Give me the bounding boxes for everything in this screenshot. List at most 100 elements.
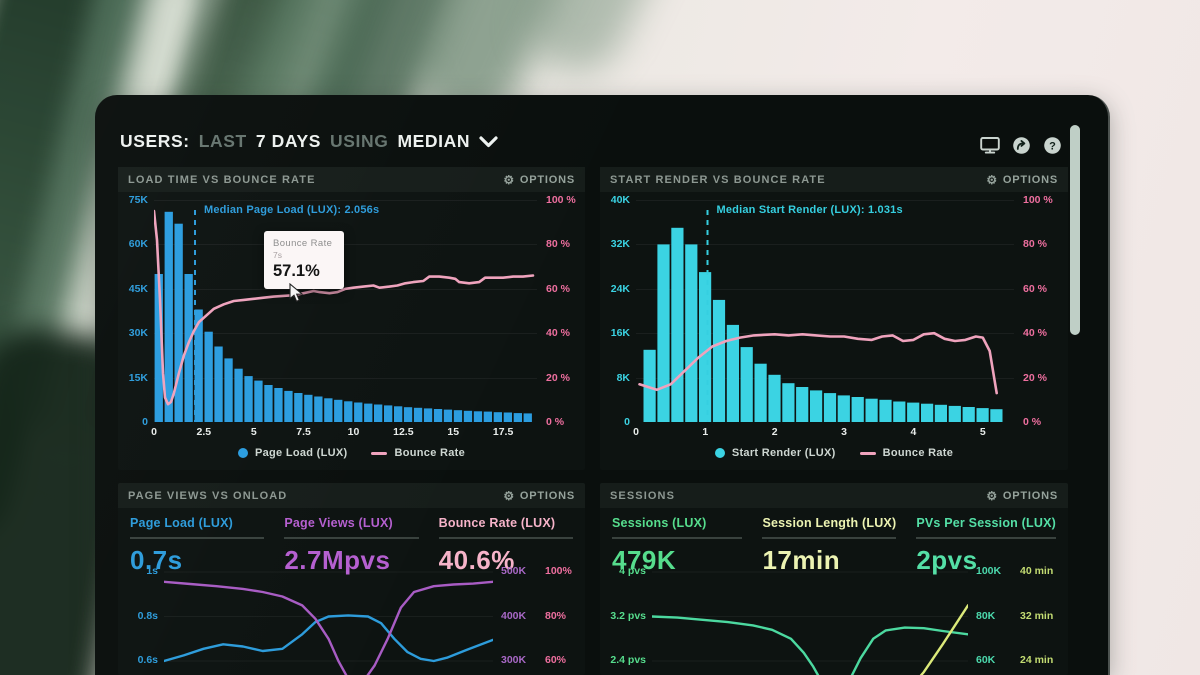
histogram-bar[interactable] bbox=[423, 408, 433, 422]
metric-value[interactable]: MEDIAN bbox=[397, 131, 471, 151]
plot-area[interactable]: 0 2.5 5 7.5 10 12.5 15 17.5 Median Page Load (L… bbox=[151, 200, 537, 438]
y-right-tick-primary: 60K bbox=[976, 654, 996, 666]
vertical-scrollbar[interactable] bbox=[1070, 125, 1080, 335]
histogram-bar[interactable] bbox=[962, 407, 975, 422]
histogram-bar[interactable] bbox=[837, 395, 850, 422]
histogram-bar[interactable] bbox=[503, 412, 512, 423]
bounce-rate-line[interactable] bbox=[638, 331, 999, 395]
histogram-bar[interactable] bbox=[314, 396, 323, 423]
histogram-bar[interactable] bbox=[810, 390, 823, 422]
y-left-tick: 0 bbox=[142, 416, 148, 428]
options-button[interactable]: ⚙ OPTIONS bbox=[503, 174, 575, 186]
options-label: OPTIONS bbox=[1002, 489, 1058, 502]
histogram-bar[interactable] bbox=[483, 411, 492, 422]
histogram-bar[interactable] bbox=[374, 404, 383, 423]
display-icon[interactable] bbox=[980, 135, 1000, 155]
chart-legend: Page Load (LUX) Bounce Rate bbox=[118, 447, 585, 459]
metric-underline bbox=[612, 537, 743, 539]
svg-text:?: ? bbox=[1049, 140, 1056, 152]
x-axis-tick: 17.5 bbox=[492, 426, 514, 438]
histogram-bar[interactable] bbox=[879, 399, 892, 422]
histogram-bar[interactable] bbox=[976, 408, 989, 422]
options-button[interactable]: ⚙ OPTIONS bbox=[503, 490, 575, 502]
histogram-bar[interactable] bbox=[354, 402, 363, 423]
histogram-bar[interactable] bbox=[685, 244, 698, 422]
histogram-bar[interactable] bbox=[740, 347, 753, 422]
legend-item[interactable]: Start Render (LUX) bbox=[714, 447, 836, 459]
histogram-bar[interactable] bbox=[174, 223, 183, 422]
plot-area[interactable] bbox=[652, 563, 968, 675]
histogram-bar[interactable] bbox=[453, 410, 463, 422]
chevron-down-icon[interactable] bbox=[479, 135, 498, 148]
plot-area[interactable] bbox=[164, 563, 493, 675]
series-line[interactable] bbox=[886, 604, 968, 675]
histogram-bar[interactable] bbox=[164, 211, 173, 422]
histogram-bar[interactable] bbox=[671, 227, 684, 422]
legend-item[interactable]: Bounce Rate bbox=[371, 447, 465, 459]
histogram-bar[interactable] bbox=[254, 380, 263, 422]
legend-item[interactable]: Page Load (LUX) bbox=[237, 447, 348, 459]
histogram-bar[interactable] bbox=[513, 413, 522, 422]
histogram-bar[interactable] bbox=[394, 406, 403, 422]
histogram-bar[interactable] bbox=[865, 398, 878, 422]
histogram-bar[interactable] bbox=[948, 405, 961, 422]
histogram-bar[interactable] bbox=[463, 410, 473, 422]
histogram-bar[interactable] bbox=[194, 309, 203, 423]
bounce-rate-line[interactable] bbox=[154, 209, 535, 406]
histogram-bar[interactable] bbox=[204, 331, 213, 422]
histogram-bar[interactable] bbox=[643, 349, 656, 422]
options-button[interactable]: ⚙ OPTIONS bbox=[986, 174, 1058, 186]
range-value[interactable]: 7 DAYS bbox=[255, 131, 322, 151]
histogram-bar[interactable] bbox=[234, 368, 243, 422]
histogram-bar[interactable] bbox=[264, 385, 273, 422]
histogram-bar[interactable] bbox=[274, 388, 283, 422]
histogram-bar[interactable] bbox=[907, 402, 920, 422]
histogram-bar[interactable] bbox=[699, 272, 712, 422]
histogram-bar[interactable] bbox=[657, 244, 670, 422]
histogram-bar[interactable] bbox=[893, 401, 906, 423]
histogram-bar[interactable] bbox=[244, 376, 253, 422]
histogram-bar[interactable] bbox=[413, 407, 423, 422]
histogram-bar[interactable] bbox=[712, 299, 726, 422]
histogram-bar[interactable] bbox=[294, 393, 303, 422]
histogram-bar[interactable] bbox=[224, 358, 233, 422]
plot-area[interactable]: 0 1 2 3 4 5 Median Start Render (LUX): 1.031s bbox=[633, 200, 1014, 438]
histogram-bar[interactable] bbox=[324, 398, 333, 422]
histogram-bar[interactable] bbox=[921, 403, 934, 422]
histogram-bar[interactable] bbox=[284, 390, 293, 422]
histogram-bar[interactable] bbox=[364, 403, 373, 422]
histogram-bar[interactable] bbox=[403, 407, 413, 422]
histogram-bar[interactable] bbox=[754, 363, 767, 422]
histogram-bar[interactable] bbox=[443, 409, 453, 422]
histogram-bar[interactable] bbox=[334, 399, 343, 422]
histogram-bar[interactable] bbox=[934, 404, 947, 422]
histogram-bar[interactable] bbox=[726, 324, 739, 422]
histogram-bar[interactable] bbox=[433, 409, 443, 422]
legend-item[interactable]: Bounce Rate bbox=[859, 447, 954, 459]
series-line[interactable] bbox=[164, 614, 493, 663]
histogram-bar[interactable] bbox=[768, 374, 781, 422]
series-line[interactable] bbox=[652, 615, 968, 675]
range-word: LAST bbox=[198, 131, 247, 151]
histogram-bar[interactable] bbox=[154, 274, 163, 422]
share-icon[interactable] bbox=[1011, 135, 1031, 155]
histogram-bar[interactable] bbox=[990, 409, 1003, 422]
histogram-bar[interactable] bbox=[782, 383, 795, 422]
histogram-bar[interactable] bbox=[523, 413, 532, 422]
mini-chart: 4 pvs 3.2 pvs 2.4 pvs 100K 40 min 80K 32 min 6… bbox=[600, 563, 1068, 675]
options-button[interactable]: ⚙ OPTIONS bbox=[986, 490, 1058, 502]
histogram-bar[interactable] bbox=[851, 397, 864, 422]
histogram-bar[interactable] bbox=[473, 411, 483, 422]
y-right-tick-primary: 80K bbox=[976, 609, 996, 622]
help-icon[interactable]: ? bbox=[1042, 135, 1062, 155]
histogram-bar[interactable] bbox=[304, 394, 313, 422]
histogram-bar[interactable] bbox=[184, 274, 193, 422]
histogram-bar[interactable] bbox=[344, 401, 353, 422]
histogram-bar[interactable] bbox=[493, 412, 502, 422]
histogram-bar[interactable] bbox=[823, 393, 837, 422]
y-right-tick-pair: 100K 40 min bbox=[976, 565, 1053, 577]
series-line[interactable] bbox=[164, 580, 493, 675]
histogram-bar[interactable] bbox=[384, 405, 393, 422]
histogram-bar[interactable] bbox=[214, 346, 223, 423]
histogram-bar[interactable] bbox=[796, 387, 809, 422]
